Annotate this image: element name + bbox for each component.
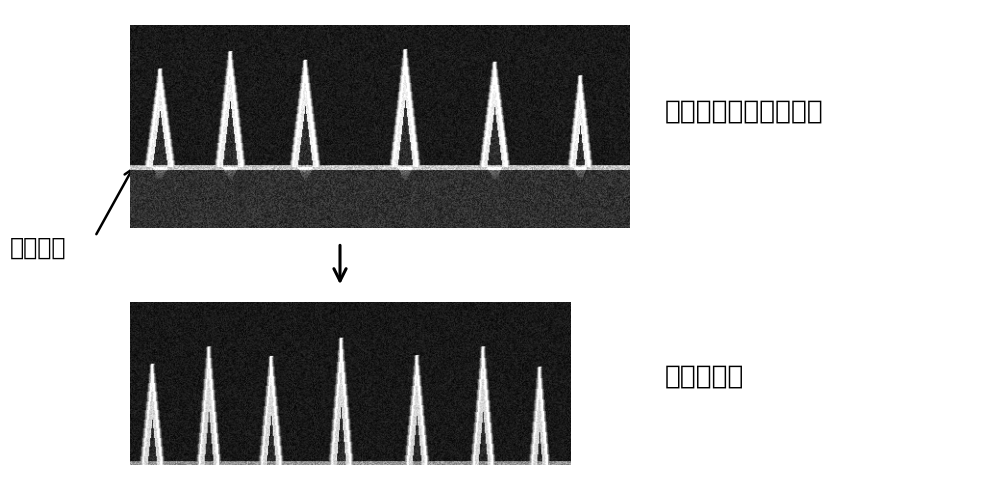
Text: 第一子图像: 第一子图像 [665,363,744,389]
Text: 大峰値朝上的第一图像: 大峰値朝上的第一图像 [665,99,824,124]
Text: 第一零线: 第一零线 [10,236,66,259]
